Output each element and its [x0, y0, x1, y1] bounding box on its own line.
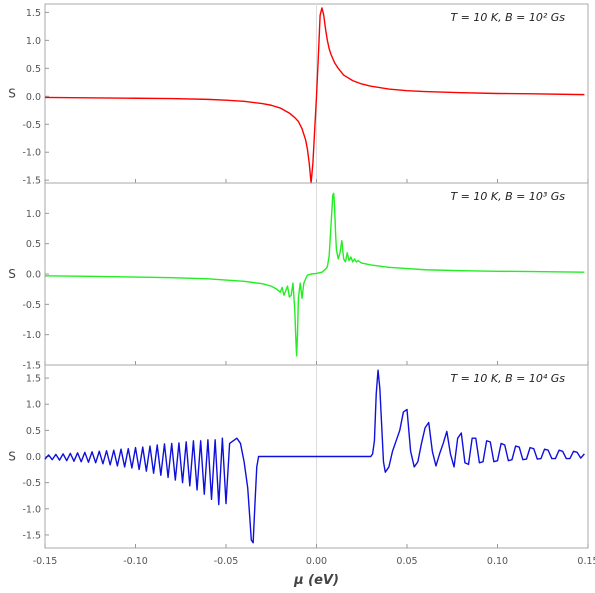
panel-3-y-tick-label: -1.0	[22, 504, 41, 515]
panel-1-annotation: T = 10 K, B = 10² Gs	[450, 11, 565, 24]
panel-3-series-line	[44, 369, 585, 544]
panel-2-y-tick-label: -0.5	[22, 300, 41, 311]
panel-2-y-axis-label: S	[8, 267, 16, 281]
x-tick-label: -0.10	[123, 556, 148, 567]
panel-1-y-tick-label: 0.0	[26, 92, 41, 103]
panel-3-y-tick-label: -1.5	[22, 530, 41, 541]
panel-3-y-tick-label: -0.5	[22, 478, 41, 489]
panel-1-y-axis-label: S	[8, 87, 16, 101]
x-tick-label: 0.00	[306, 556, 327, 567]
panel-1-series-line	[44, 7, 585, 184]
x-tick-label: 0.10	[487, 556, 508, 567]
panel-3-y-tick-label: 0.0	[26, 452, 41, 463]
panel-3-y-axis-label: S	[8, 450, 16, 464]
panel-2-y-tick-label: 0.5	[26, 239, 41, 250]
panel-3-y-tick-label: 0.5	[26, 426, 41, 437]
panel-3-y-tick-label: 1.0	[26, 400, 41, 411]
panel-2-annotation: T = 10 K, B = 10³ Gs	[450, 190, 565, 203]
x-tick-label: -0.05	[214, 556, 239, 567]
x-tick-label: 0.05	[396, 556, 417, 567]
panel-2-y-tick-label: 0.0	[26, 270, 41, 281]
x-tick-label: 0.15	[577, 556, 595, 567]
x-axis-label: μ (eV)	[293, 573, 339, 588]
panel-2-y-tick-label: -1.0	[22, 330, 41, 341]
panel-3-annotation: T = 10 K, B = 10⁴ Gs	[450, 372, 565, 385]
panel-1-y-tick-label: -0.5	[22, 120, 41, 131]
x-tick-label: -0.15	[33, 556, 58, 567]
panel-1-y-tick-label: 1.0	[26, 36, 41, 47]
panel-2-y-tick-label: 1.0	[26, 209, 41, 220]
panel-2-y-tick-label: -1.5	[22, 361, 41, 372]
panel-2-series-line	[44, 192, 585, 357]
panel-1-y-tick-label: -1.0	[22, 148, 41, 159]
panel-3-y-tick-label: 1.5	[26, 374, 41, 385]
panel-1-y-tick-label: -1.5	[22, 176, 41, 187]
panel-1-y-tick-label: 1.5	[26, 8, 41, 19]
panel-1-y-tick-label: 0.5	[26, 64, 41, 75]
